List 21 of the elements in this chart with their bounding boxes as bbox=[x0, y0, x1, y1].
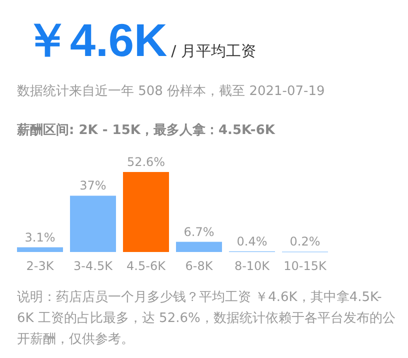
data-label: 0.4% bbox=[236, 234, 268, 248]
chart-subtitle: / 月平均工资 bbox=[171, 42, 256, 60]
data-label: 37% bbox=[80, 178, 106, 193]
text: 说明：药店店员一个月多少钱？平均工资 ￥4.6K，其中拿4.5K-6K 工资的占比最多，达 52.6%，数据统计依赖于各平台发布的公开薪酬，仅供参考。 bbox=[17, 289, 396, 349]
bar bbox=[70, 196, 116, 252]
x-tick-label: 2-3K bbox=[26, 259, 55, 273]
text: 薪酬区间: 2K - 15K，最多人拿：4.5K-6K bbox=[17, 122, 275, 139]
x-tick-label: 6-8K bbox=[185, 259, 214, 273]
text: 数据统计来自近一年 508 份样本，截至 2021-07-19 bbox=[17, 83, 325, 100]
data-label: 3.1% bbox=[24, 230, 56, 244]
x-tick-label: 3-4.5K bbox=[74, 259, 114, 273]
bar bbox=[123, 172, 169, 252]
data-label: 52.6% bbox=[126, 155, 166, 169]
x-tick-label: 4.5-6K bbox=[126, 259, 167, 273]
x-tick-label: 8-10K bbox=[234, 259, 271, 273]
bar bbox=[17, 247, 63, 252]
data-label: 0.2% bbox=[290, 234, 320, 249]
x-tick-label: 10-15K bbox=[284, 259, 328, 273]
bar bbox=[176, 242, 222, 252]
data-label: 6.7% bbox=[184, 224, 214, 239]
chart-title: ￥4.6K bbox=[24, 14, 168, 66]
